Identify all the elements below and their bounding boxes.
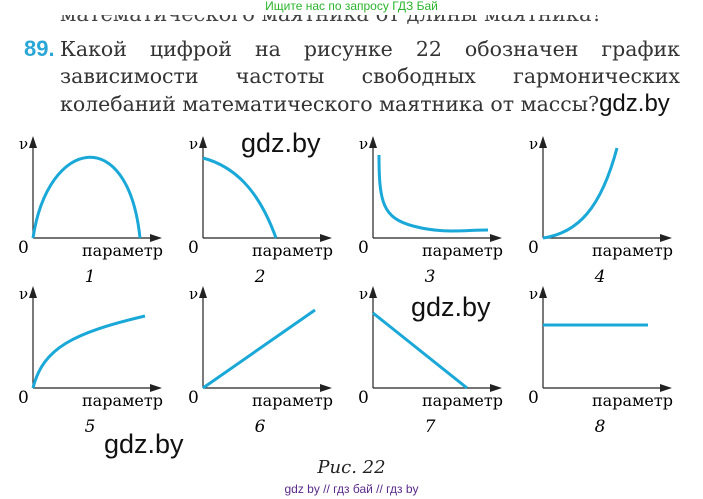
y-arrow-icon — [199, 286, 207, 298]
curve — [31, 314, 146, 389]
y-arrow-icon — [369, 136, 377, 148]
x-arrow-icon — [320, 384, 332, 392]
y-arrow-icon — [539, 286, 547, 298]
curve — [31, 155, 142, 239]
origin-label: 0 — [528, 388, 539, 408]
x-arrow-icon — [320, 234, 332, 242]
y-axis-label: ν — [359, 135, 368, 153]
x-arrow-icon — [660, 234, 672, 242]
problem-number: 89. — [24, 36, 55, 61]
x-arrow-icon — [150, 234, 162, 242]
watermark: gdz.by — [104, 429, 184, 459]
curve — [202, 156, 278, 239]
x-axis-label: параметр — [592, 241, 673, 260]
x-arrow-icon — [150, 384, 162, 392]
graph-6: ν 0 параметр 6 — [188, 285, 333, 437]
graph-3: ν 0 параметр 3 — [358, 135, 503, 287]
graph-number: 7 — [425, 417, 436, 437]
y-axis-label: ν — [189, 285, 198, 303]
y-arrow-icon — [539, 136, 547, 148]
x-axis-label: параметр — [592, 391, 673, 410]
watermark: gdz.by — [411, 292, 491, 322]
graph-8: ν 0 параметр 8 — [528, 285, 673, 437]
x-axis-label: параметр — [422, 241, 503, 260]
x-axis-label: параметр — [82, 391, 163, 410]
x-arrow-icon — [490, 384, 502, 392]
footer-links[interactable]: gdz by // гдз бай // гдз by — [284, 482, 419, 496]
banner[interactable]: Ищите нас по запросу ГДЗ Бай — [265, 0, 438, 13]
graph-5: ν 0 параметр 5 — [18, 285, 163, 437]
curve — [542, 147, 619, 240]
x-arrow-icon — [490, 234, 502, 242]
graph-1: ν 0 параметр 1 — [18, 135, 163, 287]
origin-label: 0 — [188, 238, 199, 258]
graph-number: 1 — [85, 267, 96, 287]
x-axis-label: параметр — [82, 241, 163, 260]
previous-line: математического маятника от длины маятни… — [60, 15, 603, 24]
y-arrow-icon — [29, 286, 37, 298]
curve — [202, 308, 316, 390]
origin-label: 0 — [18, 388, 29, 408]
origin-label: 0 — [18, 238, 29, 258]
graph-number: 4 — [594, 267, 606, 287]
graph-number: 2 — [254, 267, 266, 287]
graph-number: 5 — [85, 417, 96, 437]
y-axis-label: ν — [19, 285, 28, 303]
x-arrow-icon — [660, 384, 672, 392]
graph-number: 6 — [255, 417, 266, 437]
previous-line-text: математического маятника от длины маятни… — [60, 15, 603, 24]
question: Какой цифрой на рисунке 22 обозначен гра… — [60, 37, 680, 116]
graph-number: 3 — [425, 267, 436, 287]
y-axis-label: ν — [529, 285, 538, 303]
origin-label: 0 — [358, 388, 369, 408]
graph-2: ν 0 параметр 2 — [188, 135, 333, 287]
watermark: gdz.by — [599, 90, 670, 117]
x-axis-label: параметр — [252, 241, 333, 260]
problem-text: Какой цифрой на рисунке 22 обозначен гра… — [60, 36, 680, 118]
curve — [372, 311, 468, 390]
figure-caption: Рис. 22 — [317, 457, 386, 478]
y-arrow-icon — [199, 136, 207, 148]
graph-number: 8 — [595, 417, 606, 437]
origin-label: 0 — [358, 238, 369, 258]
x-axis-label: параметр — [422, 391, 503, 410]
graph-7: ν 0 параметр 7 — [358, 285, 503, 437]
graph-4: ν 0 параметр 4 — [528, 135, 673, 287]
y-arrow-icon — [369, 286, 377, 298]
y-axis-label: ν — [189, 135, 198, 153]
origin-label: 0 — [528, 238, 539, 258]
y-arrow-icon — [29, 136, 37, 148]
watermark: gdz.by — [241, 128, 321, 158]
x-axis-label: параметр — [252, 391, 333, 410]
curve — [377, 154, 489, 233]
y-axis-label: ν — [529, 135, 538, 153]
y-axis-label: ν — [359, 285, 368, 303]
origin-label: 0 — [188, 388, 199, 408]
y-axis-label: ν — [19, 135, 28, 153]
